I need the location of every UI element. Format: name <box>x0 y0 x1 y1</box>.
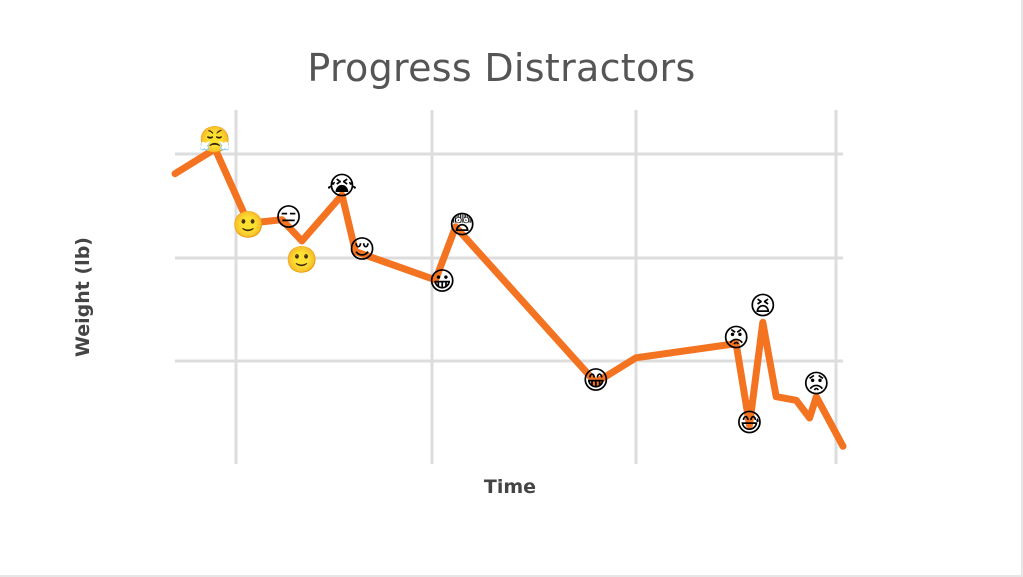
emoji-annotations: 😤 🙂 😑 🙂 😭 😌 😀 😨 😁 😡 😅 😫 😟 <box>199 125 830 438</box>
slight-smile-face-icon: 🙂 <box>232 210 264 240</box>
tired-face-icon: 😫 <box>749 292 776 322</box>
angry-face-icon: 😡 <box>723 324 750 354</box>
chart-title: Progress Distractors <box>307 46 696 90</box>
series-line-1 <box>171 145 847 450</box>
sweat-smile-face-icon: 😅 <box>736 409 763 439</box>
beaming-face-icon: 😁 <box>582 366 609 396</box>
relieved-face-icon: 😌 <box>348 235 375 265</box>
crying-face-icon: 😭 <box>327 171 357 201</box>
y-axis-label: Weight (lb) <box>72 237 94 357</box>
worried-face-icon: 😟 <box>803 370 830 400</box>
slight-smile-face-icon: 🙂 <box>286 246 318 276</box>
fearful-face-icon: 😨 <box>449 210 476 240</box>
x-axis-label: Time <box>483 476 537 498</box>
expressionless-face-icon: 😑 <box>275 203 302 233</box>
grid-lines <box>175 110 843 464</box>
annoyed-face-icon: 😤 <box>199 125 231 155</box>
series-layer <box>171 145 847 450</box>
grinning-face-icon: 😀 <box>429 267 456 297</box>
